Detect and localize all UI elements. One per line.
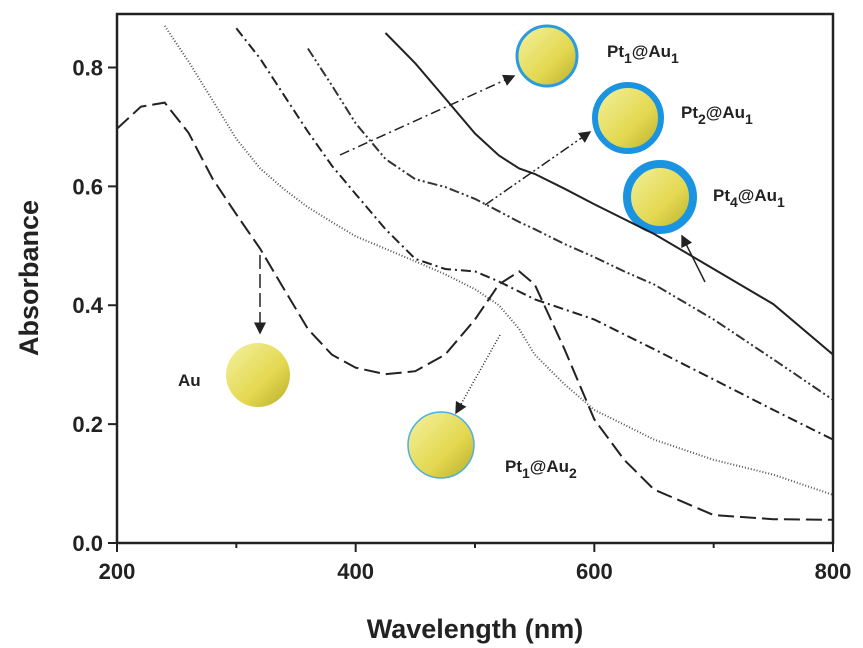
y-tick-label: 0.0 bbox=[72, 531, 103, 556]
y-tick-label: 0.6 bbox=[72, 174, 103, 199]
annotation-part: 2 bbox=[569, 465, 577, 481]
y-axis-label: Absorbance bbox=[14, 200, 44, 356]
annotation-part: 1 bbox=[624, 50, 632, 66]
data-line bbox=[117, 101, 833, 521]
annotation-part: @Au bbox=[530, 457, 569, 476]
data-line bbox=[384, 32, 833, 356]
annotation-part: @Au bbox=[706, 103, 745, 122]
annotation-part: 1 bbox=[671, 50, 679, 66]
annotation-part: 2 bbox=[698, 111, 706, 127]
x-tick-label: 600 bbox=[576, 559, 613, 584]
x-tick-label: 800 bbox=[815, 559, 852, 584]
annotation-part: 1 bbox=[522, 465, 530, 481]
y-tick-label: 0.8 bbox=[72, 55, 103, 80]
annotation-part: @Au bbox=[738, 186, 777, 205]
x-tick-label: 400 bbox=[337, 559, 374, 584]
annotation: Au bbox=[178, 371, 201, 390]
annotation-part: Au bbox=[178, 371, 201, 390]
annotation-part: 1 bbox=[745, 111, 753, 127]
x-tick-label: 200 bbox=[99, 559, 136, 584]
x-axis-label: Wavelength (nm) bbox=[367, 614, 584, 644]
annotation-part: 1 bbox=[777, 194, 785, 210]
nanoparticle-icons bbox=[226, 24, 697, 479]
y-tick-label: 0.2 bbox=[72, 412, 103, 437]
annotation: Pt2@Au1 bbox=[681, 103, 753, 127]
y-tick-label: 0.4 bbox=[72, 293, 103, 318]
annotation-arrows bbox=[254, 74, 706, 415]
data-line bbox=[307, 47, 833, 401]
annotation-part: Pt bbox=[607, 42, 624, 61]
data-line bbox=[163, 25, 833, 496]
annotation-part: Pt bbox=[681, 103, 698, 122]
annotation-part: 4 bbox=[730, 194, 738, 210]
annotation: Pt1@Au1 bbox=[607, 42, 679, 66]
annotation: Pt1@Au2 bbox=[505, 457, 577, 481]
annotation-part: Pt bbox=[713, 186, 730, 205]
annotation-part: Pt bbox=[505, 457, 522, 476]
annotation: Pt4@Au1 bbox=[713, 186, 785, 210]
data-line bbox=[235, 27, 833, 441]
annotation-part: @Au bbox=[632, 42, 671, 61]
